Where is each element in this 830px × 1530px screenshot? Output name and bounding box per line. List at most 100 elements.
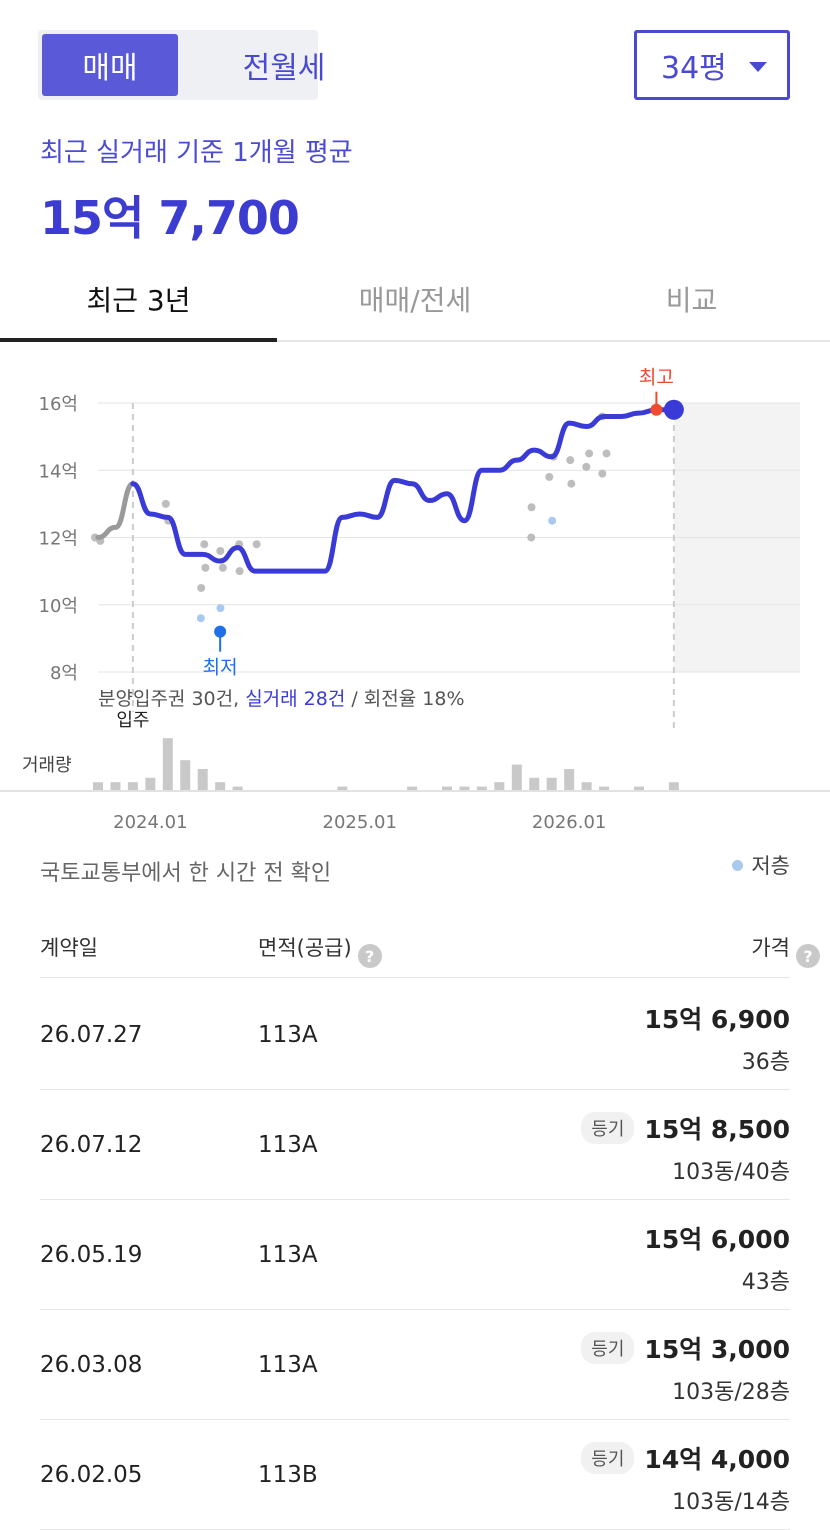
low-floor-dot [216, 604, 225, 613]
row-date: 26.07.12 [40, 1132, 143, 1158]
average-label: 최근 실거래 기준 1개월 평균 [40, 138, 353, 168]
transaction-dot [218, 563, 227, 572]
low-floor-dot [548, 516, 557, 525]
volume-bar [232, 786, 243, 791]
y-tick-label: 10억 [39, 596, 78, 617]
help-icon[interactable]: ? [357, 944, 382, 968]
row-price-wrap: 등기 14억 4,000 [581, 1440, 790, 1476]
row-floor: 43층 [741, 1270, 790, 1295]
row-date: 26.05.19 [40, 1242, 143, 1268]
transaction-dot [216, 546, 225, 555]
trade-type-toggle: 매매 전월세 [38, 30, 325, 100]
summary-real: 실거래 28건 [245, 688, 345, 710]
trade-summary: 분양입주권 30건, 실거래 28건 / 회전율 18% [98, 688, 465, 710]
table-row[interactable]: 26.07.12 113A 등기 15억 8,500 103동/40층 [40, 1090, 790, 1200]
row-price-wrap: 15억 6,000 [644, 1220, 790, 1256]
caret-down-icon [749, 62, 767, 72]
row-area: 113A [258, 1352, 318, 1378]
volume-bar [581, 782, 592, 791]
volume-bar [110, 782, 121, 791]
table-row[interactable]: 26.03.08 113A 등기 15억 3,000 103동/28층 [40, 1310, 790, 1420]
transaction-dot [197, 583, 206, 592]
row-price-wrap: 등기 15억 3,000 [581, 1330, 790, 1366]
row-floor: 103동/40층 [672, 1160, 790, 1185]
volume-bar [215, 782, 226, 791]
transaction-dot [200, 540, 209, 549]
row-price: 14억 4,000 [644, 1445, 790, 1474]
header-price: 가격 [751, 936, 790, 960]
tab-recent-3y[interactable]: 최근 3년 [0, 258, 277, 342]
x-tick-label: 2024.01 [113, 812, 187, 833]
pre-move-in-line [95, 481, 136, 540]
tab-compare[interactable]: 비교 [665, 284, 718, 317]
volume-bar [197, 769, 208, 791]
volume-bar [459, 786, 470, 791]
header-date: 계약일 [40, 936, 98, 960]
volume-bar [145, 777, 156, 791]
transaction-dot [545, 472, 554, 481]
size-dropdown-value: 34평 [661, 51, 727, 86]
row-price: 15억 6,000 [644, 1225, 790, 1254]
x-tick-label: 2025.01 [323, 812, 397, 833]
volume-bar [93, 782, 103, 791]
volume-bar [599, 786, 610, 791]
transaction-dot [602, 449, 611, 458]
source-text: 국토교통부에서 한 시간 전 확인 [40, 861, 332, 886]
transaction-dot [567, 479, 576, 488]
volume-bar [337, 786, 348, 791]
transaction-dot [582, 462, 591, 471]
row-area: 113A [258, 1132, 318, 1158]
header-price-wrap: 가격? [751, 932, 820, 968]
transaction-dot [235, 567, 244, 576]
transaction-dot [585, 449, 594, 458]
legend: 저층 [732, 850, 790, 880]
size-dropdown[interactable]: 34평 [634, 30, 790, 100]
volume-bar [668, 782, 679, 791]
tab-sale-jeonse[interactable]: 매매/전세 [358, 284, 472, 317]
volume-label: 거래량 [22, 755, 72, 776]
row-date: 26.02.05 [40, 1462, 143, 1488]
max-label: 최고 [639, 367, 674, 389]
volume-bar [442, 786, 452, 791]
header-area-wrap: 면적(공급)? [258, 932, 382, 968]
table-row[interactable]: 26.07.27 113A 15억 6,900 36층 [40, 980, 790, 1090]
low-floor-dot [732, 859, 744, 871]
volume-bar [564, 769, 575, 791]
row-price: 15억 6,900 [644, 1005, 790, 1034]
transaction-dot [252, 540, 261, 549]
volume-bar [633, 786, 644, 791]
row-area: 113B [258, 1462, 318, 1488]
average-price: 15억 7,700 [40, 191, 300, 245]
row-price: 15억 8,500 [644, 1115, 790, 1144]
chart-tabs: 최근 3년 매매/전세 비교 [0, 258, 830, 342]
help-icon[interactable]: ? [796, 944, 820, 968]
volume-bar [546, 777, 557, 791]
registered-badge: 등기 [581, 1112, 635, 1144]
row-date: 26.03.08 [40, 1352, 143, 1378]
summary-presale: 분양입주권 30건, [98, 688, 245, 710]
current-point [663, 399, 684, 420]
transaction-dot [527, 533, 536, 542]
transaction-dot [527, 503, 536, 512]
volume-bar [180, 760, 191, 791]
move-in-label: 입주 [116, 710, 149, 731]
low-floor-dot [196, 614, 205, 623]
transaction-dot [598, 469, 607, 478]
row-price-wrap: 등기 15억 8,500 [581, 1110, 790, 1146]
volume-bar [407, 786, 418, 791]
table-row[interactable]: 26.05.19 113A 15억 6,000 43층 [40, 1200, 790, 1310]
y-tick-label: 14억 [39, 461, 78, 482]
transaction-dot [566, 456, 575, 465]
trade-type-sale-button[interactable]: 매매 [42, 34, 178, 96]
table-row[interactable]: 26.02.05 113B 등기 14억 4,000 103동/14층 [40, 1420, 790, 1530]
max-marker [650, 403, 663, 416]
row-floor: 103동/28층 [672, 1380, 790, 1405]
trade-type-rent-button[interactable]: 전월세 [242, 51, 326, 86]
volume-bar [529, 777, 540, 791]
y-tick-label: 16억 [39, 394, 78, 415]
x-tick-label: 2026.01 [532, 812, 606, 833]
volume-bar [511, 764, 522, 791]
y-tick-label: 8억 [50, 663, 78, 684]
y-tick-label: 12억 [39, 529, 78, 550]
